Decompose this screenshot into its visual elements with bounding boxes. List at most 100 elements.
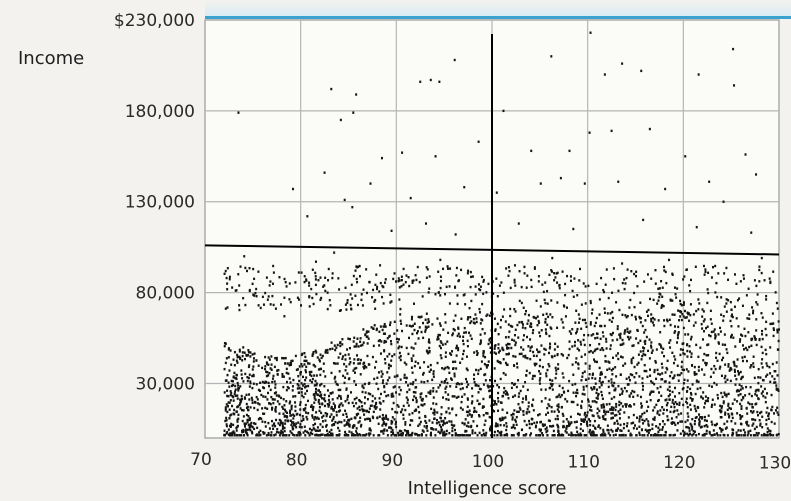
data-point <box>755 301 758 304</box>
data-point <box>706 301 709 305</box>
data-point <box>432 402 435 405</box>
data-point <box>650 341 653 344</box>
data-point <box>602 288 605 292</box>
data-point <box>439 324 442 327</box>
data-point <box>538 428 541 431</box>
data-point <box>248 364 251 367</box>
data-point <box>331 434 334 437</box>
data-point <box>275 418 278 422</box>
data-point <box>346 421 349 424</box>
data-point <box>283 408 286 412</box>
data-point <box>308 295 311 298</box>
data-point <box>497 332 500 336</box>
data-point <box>257 388 260 392</box>
data-point <box>382 418 385 422</box>
data-point <box>304 392 307 395</box>
data-point <box>477 140 480 143</box>
data-point <box>514 355 517 358</box>
data-point <box>684 420 687 424</box>
data-point <box>504 389 507 393</box>
data-point <box>602 335 605 338</box>
data-point <box>382 302 385 305</box>
data-point <box>475 384 478 387</box>
data-point <box>698 302 701 305</box>
data-point <box>277 368 280 372</box>
data-point <box>304 378 307 382</box>
data-point <box>445 285 448 289</box>
data-point <box>414 386 417 389</box>
data-point <box>744 334 747 338</box>
data-point <box>751 406 754 409</box>
data-point <box>689 408 692 411</box>
data-point <box>776 388 779 391</box>
data-point <box>649 374 652 377</box>
data-point <box>675 402 678 406</box>
data-point <box>349 293 352 296</box>
data-point <box>744 153 747 156</box>
data-point <box>379 264 382 267</box>
data-point <box>545 372 548 375</box>
data-point <box>315 382 318 385</box>
data-point <box>766 433 769 437</box>
data-point <box>400 278 403 282</box>
data-point <box>473 377 476 381</box>
data-point <box>770 433 773 437</box>
data-point <box>550 384 553 388</box>
data-point <box>309 373 312 376</box>
data-point <box>730 412 733 415</box>
data-point <box>505 428 508 432</box>
data-point <box>418 423 421 426</box>
data-point <box>587 333 590 337</box>
data-point <box>332 415 335 419</box>
data-point <box>383 325 386 328</box>
data-point <box>232 376 235 379</box>
data-point <box>466 272 469 275</box>
data-point <box>694 265 697 269</box>
data-point <box>736 358 739 361</box>
data-point <box>645 310 648 313</box>
x-tick-labels: 70 80 90 100 110 120 130 <box>190 450 791 474</box>
data-point <box>597 415 600 418</box>
data-point <box>754 434 757 437</box>
data-point <box>501 416 504 419</box>
data-point <box>627 429 630 432</box>
data-point <box>600 381 603 385</box>
data-point <box>388 335 391 338</box>
data-point <box>439 275 442 278</box>
data-point <box>289 381 292 384</box>
data-point <box>433 408 436 412</box>
data-point <box>295 426 298 429</box>
data-point <box>276 369 279 372</box>
data-point <box>630 392 633 395</box>
data-point <box>371 394 374 398</box>
data-point <box>596 388 599 391</box>
data-point <box>327 434 330 437</box>
data-point <box>674 386 677 390</box>
data-point <box>637 341 640 345</box>
data-point <box>569 423 572 426</box>
data-point <box>473 381 476 384</box>
data-point <box>444 366 447 370</box>
data-point <box>564 293 567 297</box>
data-point <box>326 351 329 354</box>
data-point <box>569 415 572 419</box>
data-point <box>439 340 442 343</box>
data-point <box>466 368 469 372</box>
data-point <box>632 421 635 424</box>
data-point <box>607 360 610 363</box>
data-point <box>740 422 743 426</box>
data-point <box>386 337 389 340</box>
data-point <box>455 385 458 389</box>
data-point <box>689 396 692 400</box>
data-point <box>425 395 428 398</box>
data-point <box>302 417 305 421</box>
data-point <box>601 397 604 400</box>
data-point <box>611 373 614 376</box>
data-point <box>344 400 347 403</box>
data-point <box>451 333 454 337</box>
data-point <box>248 425 251 428</box>
data-point <box>703 273 706 276</box>
data-point <box>563 391 566 394</box>
data-point <box>463 186 466 189</box>
data-point <box>326 432 329 436</box>
